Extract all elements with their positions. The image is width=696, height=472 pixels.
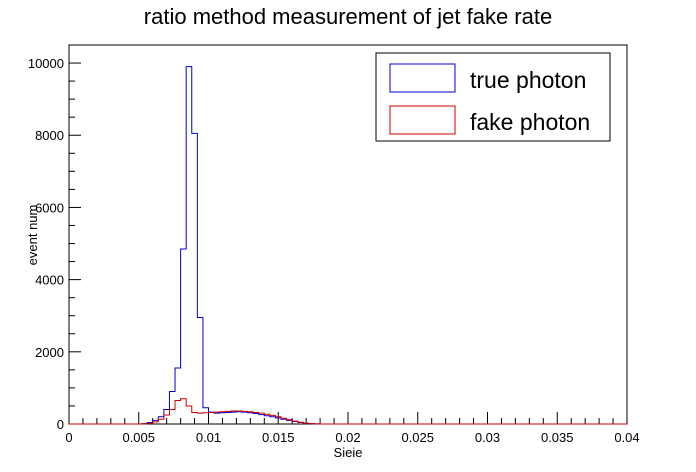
y-tick-label: 10000	[28, 56, 64, 71]
x-tick-label: 0.01	[196, 430, 221, 445]
y-tick-label: 8000	[35, 128, 64, 143]
series-group	[69, 66, 627, 425]
y-tick-label: 0	[57, 417, 64, 432]
x-tick-label: 0.035	[541, 430, 574, 445]
legend: true photon fake photon	[375, 52, 611, 142]
x-tick-label: 0.025	[401, 430, 434, 445]
legend-swatch-fake-photon	[389, 105, 456, 135]
x-axis: 0 0.005 0.01 0.015 0.02 0.025 0.03 0.035 0.04	[65, 412, 640, 445]
series-line-fake-photon	[69, 398, 627, 425]
y-axis: 0 2000 4000 6000 8000 10000	[28, 44, 81, 432]
y-tick-label: 6000	[35, 200, 64, 215]
x-tick-label: 0.02	[335, 430, 360, 445]
x-tick-label: 0.005	[122, 430, 155, 445]
legend-label-true-photon: true photon	[470, 67, 586, 93]
x-tick-label: 0.04	[614, 430, 639, 445]
x-tick-label: 0.015	[262, 430, 295, 445]
x-tick-label: 0.03	[475, 430, 500, 445]
y-tick-label: 2000	[35, 345, 64, 360]
y-tick-label: 4000	[35, 273, 64, 288]
legend-label-fake-photon: fake photon	[470, 109, 590, 135]
x-axis-label: Sieie	[334, 445, 363, 460]
legend-box	[375, 52, 611, 142]
x-tick-label: 0	[65, 430, 72, 445]
chart-title: ratio method measurement of jet fake rat…	[144, 4, 552, 29]
legend-swatch-true-photon	[389, 63, 456, 93]
y-axis-label: event num	[25, 205, 40, 266]
